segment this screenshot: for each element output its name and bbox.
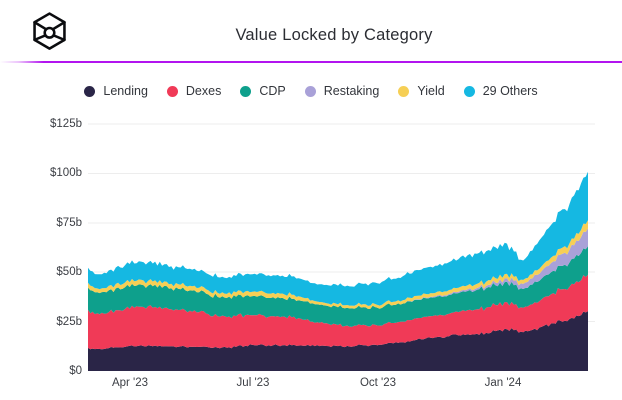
x-axis-tick: Oct '23 bbox=[359, 377, 397, 389]
chart-legend: Lending Dexes CDP Restaking Yield 29 Others bbox=[0, 84, 622, 98]
area-cdp[interactable] bbox=[88, 246, 588, 327]
legend-item-cdp[interactable]: CDP bbox=[240, 84, 286, 98]
y-axis-tick: $25b bbox=[56, 315, 82, 328]
y-axis-tick: $0 bbox=[69, 365, 82, 377]
defillama-cube-logo-icon[interactable] bbox=[29, 11, 70, 52]
legend-dot-icon bbox=[166, 85, 178, 97]
legend-label: Lending bbox=[103, 84, 148, 98]
legend-label: Yield bbox=[417, 84, 445, 98]
legend-item-yield[interactable]: Yield bbox=[398, 84, 445, 98]
y-axis-tick: $50b bbox=[56, 266, 82, 279]
legend-dot-icon bbox=[84, 85, 96, 97]
legend-dot-icon bbox=[398, 85, 410, 97]
area-lending[interactable] bbox=[88, 311, 588, 371]
x-axis-tick: Jan '24 bbox=[484, 377, 522, 389]
legend-label: Dexes bbox=[185, 84, 222, 98]
y-axis-tick: $100b bbox=[50, 167, 82, 180]
legend-dot-icon bbox=[463, 85, 475, 97]
legend-label: 29 Others bbox=[482, 84, 538, 98]
legend-dot-icon bbox=[240, 85, 252, 97]
area-29-others[interactable] bbox=[88, 171, 588, 306]
y-axis-tick: $125b bbox=[50, 118, 82, 130]
page-title: Value Locked by Category bbox=[235, 26, 433, 44]
x-axis-tick: Jul '23 bbox=[236, 377, 270, 389]
accent-divider bbox=[0, 61, 622, 63]
area-dexes[interactable] bbox=[88, 274, 588, 350]
legend-item-dexes[interactable]: Dexes bbox=[166, 84, 222, 98]
area-yield[interactable] bbox=[88, 220, 588, 309]
legend-label: CDP bbox=[259, 84, 286, 98]
legend-dot-icon bbox=[304, 85, 316, 97]
legend-label: Restaking bbox=[323, 84, 380, 98]
legend-item-29-others[interactable]: 29 Others bbox=[463, 84, 538, 98]
legend-item-lending[interactable]: Lending bbox=[84, 84, 148, 98]
y-axis-tick: $75b bbox=[56, 216, 82, 229]
x-axis-tick: Apr '23 bbox=[111, 377, 149, 389]
legend-item-restaking[interactable]: Restaking bbox=[304, 84, 380, 98]
